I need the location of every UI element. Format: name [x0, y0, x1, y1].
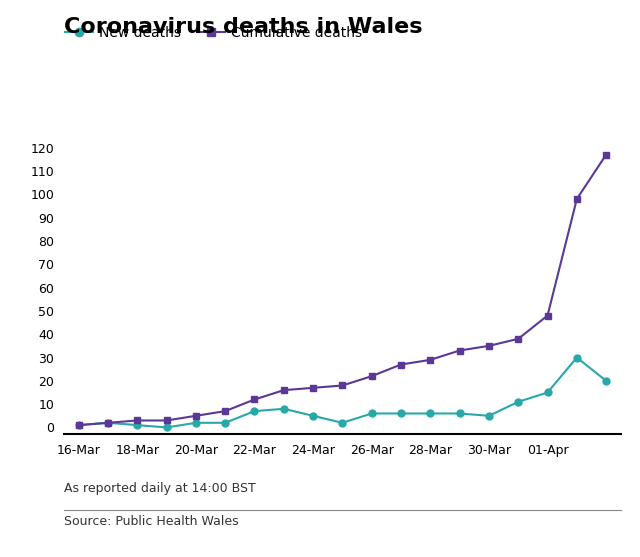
Text: Coronavirus deaths in Wales: Coronavirus deaths in Wales: [64, 17, 422, 37]
Legend: New deaths, Cumulative deaths: New deaths, Cumulative deaths: [65, 26, 362, 40]
Text: As reported daily at 14:00 BST: As reported daily at 14:00 BST: [64, 482, 256, 495]
Text: Source: Public Health Wales: Source: Public Health Wales: [64, 515, 239, 528]
